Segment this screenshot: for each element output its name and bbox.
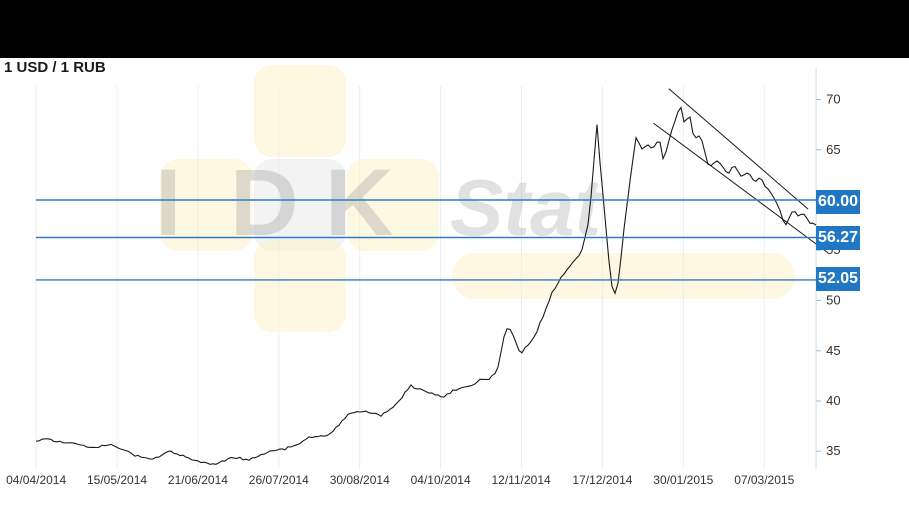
svg-text:12/11/2014: 12/11/2014 bbox=[492, 473, 551, 487]
svg-text:50: 50 bbox=[826, 293, 840, 308]
svg-text:15/05/2014: 15/05/2014 bbox=[87, 473, 147, 487]
svg-text:26/07/2014: 26/07/2014 bbox=[249, 473, 309, 487]
svg-text:45: 45 bbox=[826, 343, 840, 358]
svg-text:D: D bbox=[230, 150, 299, 256]
svg-text:30/01/2015: 30/01/2015 bbox=[653, 473, 713, 487]
svg-text:04/10/2014: 04/10/2014 bbox=[411, 473, 471, 487]
svg-text:07/03/2015: 07/03/2015 bbox=[734, 473, 794, 487]
svg-text:K: K bbox=[325, 150, 394, 256]
svg-text:Stat: Stat bbox=[450, 163, 604, 252]
svg-text:I: I bbox=[155, 150, 181, 256]
svg-text:40: 40 bbox=[826, 393, 840, 408]
svg-text:35: 35 bbox=[826, 443, 840, 458]
svg-text:04/04/2014: 04/04/2014 bbox=[6, 473, 66, 487]
svg-text:65: 65 bbox=[826, 142, 840, 157]
svg-text:70: 70 bbox=[826, 92, 840, 107]
svg-text:30/08/2014: 30/08/2014 bbox=[330, 473, 390, 487]
svg-text:17/12/2014: 17/12/2014 bbox=[572, 473, 632, 487]
svg-text:21/06/2014: 21/06/2014 bbox=[168, 473, 228, 487]
